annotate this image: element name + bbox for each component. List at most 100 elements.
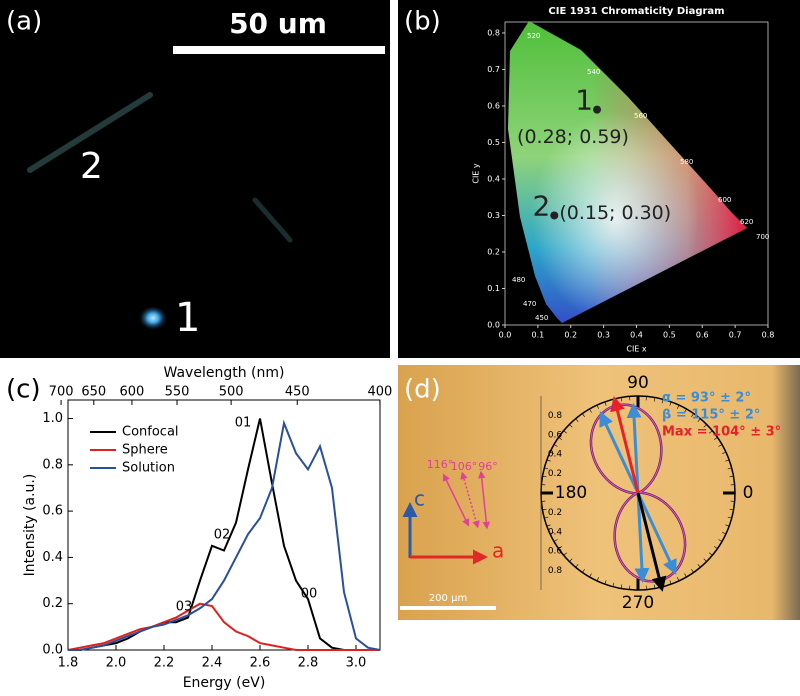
max-arrow: [610, 395, 640, 494]
spot-label: 2: [80, 146, 103, 187]
series-line: [67, 602, 380, 651]
minor-tick: [553, 444, 558, 447]
theta-tick-label: 180: [555, 483, 587, 503]
x-tick-label: 0.0: [499, 331, 512, 340]
minor-tick: [575, 418, 579, 422]
minor-tick: [684, 573, 687, 578]
minor-tick: [691, 413, 694, 417]
x-tick-label: 0.5: [663, 331, 676, 340]
minor-tick: [677, 577, 680, 582]
scale-bar: [400, 606, 496, 610]
y-tick-label: 0.0: [487, 321, 500, 330]
minor-tick: [727, 516, 732, 519]
minor-tick: [709, 552, 713, 556]
emission-spot: [139, 306, 167, 330]
point-value-label: (0.15; 0.30): [559, 202, 671, 224]
streak: [27, 92, 153, 173]
x2-tick-label: 600: [120, 385, 145, 400]
x-tick-label: 2.2: [154, 656, 175, 671]
minor-tick: [542, 508, 547, 511]
minor-tick: [714, 546, 718, 549]
peak-label: 02: [214, 528, 231, 543]
minor-tick: [703, 424, 707, 428]
x-tick-label: 0.3: [597, 331, 610, 340]
micrograph: [0, 0, 390, 358]
y-tick-label: 0.2: [42, 596, 63, 611]
point-label: 2: [532, 189, 550, 222]
axis-label: c: [414, 487, 425, 511]
minor-tick: [575, 564, 579, 568]
minor-tick: [596, 577, 599, 582]
minor-tick: [722, 532, 727, 535]
minor-tick: [582, 569, 585, 573]
scale-bar: [173, 46, 385, 54]
inset-arrow: [460, 471, 480, 529]
spot-label: 1: [175, 295, 200, 341]
peak-label: 03: [176, 600, 193, 615]
y-tick-label: 0.4: [42, 550, 63, 565]
minor-tick: [653, 397, 656, 402]
inset-angle-label: 116°: [427, 458, 454, 471]
wavelength-label: 560: [634, 112, 647, 120]
panel-label: (b): [404, 7, 441, 37]
minor-tick: [669, 580, 672, 585]
theta-tick-label: 270: [622, 593, 654, 613]
legend-label: Confocal: [122, 425, 179, 440]
minor-tick: [697, 564, 701, 568]
wavelength-label: 700: [756, 233, 769, 241]
x-tick-label: 3.0: [346, 656, 367, 671]
minor-tick: [589, 573, 592, 578]
angle-label: β = 115° ± 2°: [662, 408, 760, 423]
x2-tick-label: 400: [367, 385, 392, 400]
minor-tick: [661, 399, 664, 404]
x-tick-label: 0.4: [630, 331, 643, 340]
minor-tick: [691, 569, 694, 573]
y-tick-label: 0.6: [42, 504, 63, 519]
wavelength-label: 450: [535, 314, 548, 322]
wavelength-label: 520: [527, 32, 540, 40]
minor-tick: [582, 413, 585, 417]
axis-label: a: [492, 539, 504, 563]
minor-tick: [669, 401, 672, 406]
spectral-locus: [508, 21, 747, 323]
minor-tick: [558, 437, 562, 440]
x-tick-label: 0.2: [564, 331, 577, 340]
minor-tick: [725, 524, 730, 527]
y-tick-label: 0.5: [487, 138, 500, 147]
minor-tick: [546, 524, 551, 527]
min-arrow: [636, 492, 667, 592]
r-tick-label: 0.4: [548, 527, 563, 537]
wavelength-label: 470: [523, 300, 536, 308]
minor-tick: [725, 459, 730, 462]
x-tick-label: 2.4: [202, 656, 223, 671]
series-line: [68, 419, 381, 651]
x-axis-label: Energy (eV): [183, 675, 266, 691]
x-tick-label: 0.1: [532, 331, 545, 340]
minor-tick: [729, 508, 734, 511]
y-tick-label: 0.8: [487, 28, 500, 37]
wavelength-label: 540: [587, 68, 600, 76]
x-tick-label: 2.8: [298, 656, 319, 671]
x-tick-label: 1.8: [58, 656, 79, 671]
y-tick-label: 0.8: [42, 457, 63, 472]
y-axis-label: CIE y: [472, 163, 481, 184]
streak: [252, 197, 293, 243]
theta-tick-label: 90: [627, 373, 649, 393]
x2-tick-label: 650: [81, 385, 106, 400]
y-tick-label: 0.1: [487, 284, 500, 293]
wavelength-label: 600: [718, 196, 731, 204]
inset-angle-label: 106°: [451, 460, 478, 473]
minor-tick: [677, 404, 680, 409]
y-tick-label: 0.4: [487, 174, 500, 183]
x-tick-label: 0.6: [696, 331, 709, 340]
point: [550, 211, 559, 220]
minor-tick: [709, 430, 713, 434]
x-tick-label: 0.8: [762, 331, 775, 340]
minor-tick: [718, 444, 723, 447]
r-tick-label: 0.2: [548, 469, 562, 479]
peak-label: 01: [235, 416, 252, 431]
wavelength-label: 620: [740, 218, 753, 226]
minor-tick: [684, 408, 687, 413]
r-tick-label: 0.2: [548, 508, 562, 518]
